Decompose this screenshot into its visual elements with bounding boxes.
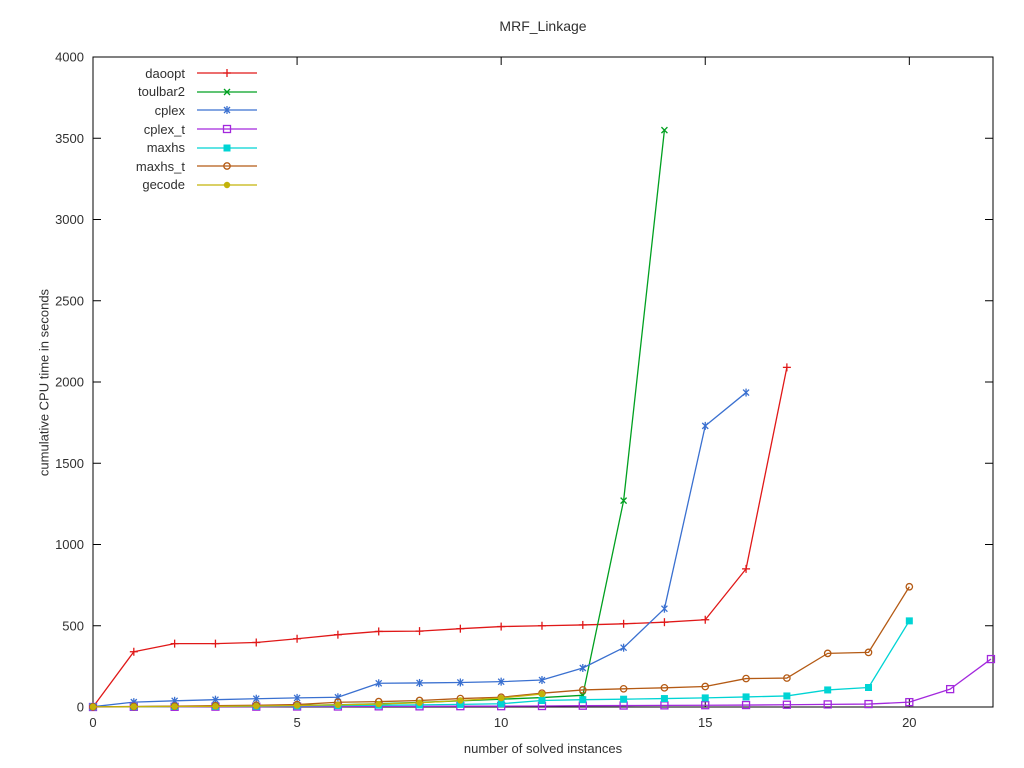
legend-sample-icon [197, 181, 257, 189]
legend-label-gecode: gecode [142, 177, 185, 193]
legend-entry-daoopt: daoopt [55, 64, 259, 83]
legend-label-cplex_t: cplex_t [143, 121, 185, 137]
legend-sample-icon [197, 106, 257, 115]
svg-text:20: 20 [902, 715, 916, 730]
legend-entry-maxhs_t: maxhs_t [55, 157, 259, 176]
svg-text:3500: 3500 [55, 131, 84, 146]
svg-text:0: 0 [77, 700, 84, 715]
svg-text:1500: 1500 [55, 456, 84, 471]
y-axis-label: cumulative CPU time in seconds [36, 288, 52, 477]
legend-entry-cplex: cplex [55, 101, 259, 120]
svg-text:0: 0 [89, 715, 96, 730]
svg-text:4000: 4000 [55, 50, 84, 65]
legend-entry-gecode: gecode [55, 176, 259, 195]
svg-text:15: 15 [698, 715, 712, 730]
legend-label-daoopt: daoopt [145, 65, 185, 81]
svg-text:500: 500 [62, 618, 84, 633]
x-axis-label: number of solved instances [463, 741, 623, 756]
legend-sample-icon [197, 162, 257, 171]
legend-sample-icon [197, 69, 257, 78]
svg-text:10: 10 [494, 715, 508, 730]
svg-text:2500: 2500 [55, 293, 84, 308]
legend-label-maxhs_t: maxhs_t [135, 158, 185, 174]
svg-text:3000: 3000 [55, 212, 84, 227]
chart-title: MRF_Linkage [499, 18, 587, 34]
legend-entry-toulbar2: toulbar2 [55, 83, 259, 102]
legend-entry-maxhs: maxhs [55, 138, 259, 157]
legend-sample-icon [197, 88, 257, 96]
legend-label-toulbar2: toulbar2 [138, 84, 185, 100]
legend-label-cplex: cplex [154, 102, 185, 118]
legend: daoopt toulbar2 cplex cplex_t maxhs maxh… [55, 64, 259, 194]
svg-text:2000: 2000 [55, 375, 84, 390]
legend-sample-icon [197, 144, 257, 152]
legend-label-maxhs: maxhs [146, 140, 185, 156]
svg-text:5: 5 [293, 715, 300, 730]
svg-text:1000: 1000 [55, 537, 84, 552]
legend-entry-cplex_t: cplex_t [55, 120, 259, 139]
legend-sample-icon [197, 124, 257, 134]
